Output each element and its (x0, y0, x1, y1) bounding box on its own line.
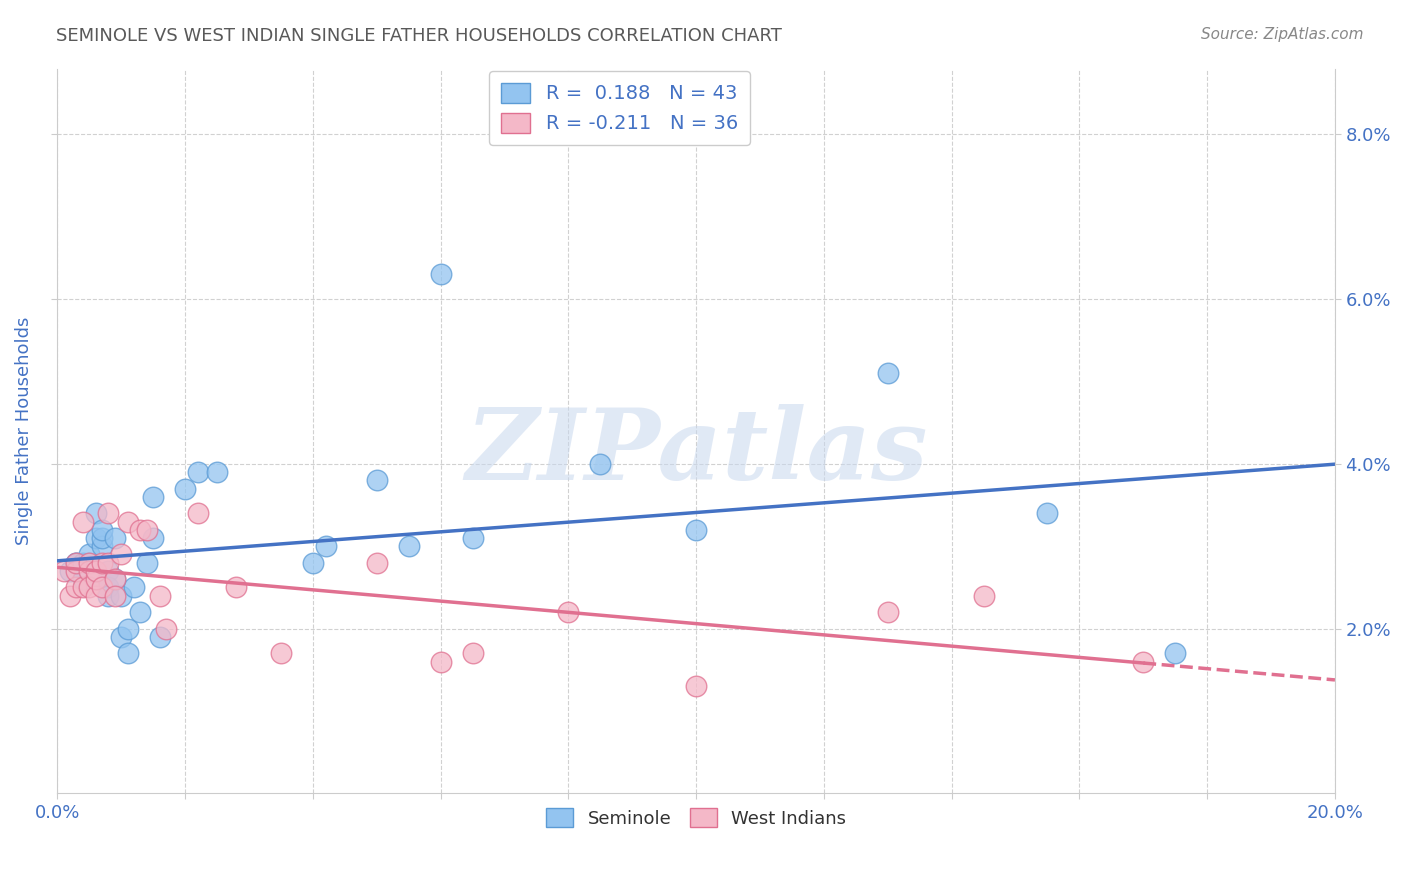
Point (110, 548, 132, 562)
Point (104, 589, 127, 603)
Point (589, 457, 612, 471)
Point (148, 589, 170, 603)
Point (429, 268, 451, 282)
Point (84, 564, 107, 578)
Point (398, 539, 420, 553)
Point (65, 556, 87, 570)
Point (142, 531, 165, 545)
Point (302, 556, 325, 570)
Point (91, 556, 114, 570)
Point (429, 655, 451, 669)
Point (77, 564, 100, 578)
Point (72, 515, 94, 529)
Point (97, 589, 120, 603)
Point (52, 564, 75, 578)
Point (315, 539, 337, 553)
Point (65, 556, 87, 570)
Legend: Seminole, West Indians: Seminole, West Indians (538, 801, 853, 835)
Point (461, 646, 484, 660)
Point (72, 581, 94, 595)
Point (117, 646, 139, 660)
Point (84, 572, 107, 586)
Point (65, 556, 87, 570)
Point (84, 531, 107, 545)
Point (91, 539, 114, 553)
Point (973, 589, 995, 603)
Point (77, 548, 100, 562)
Text: SEMINOLE VS WEST INDIAN SINGLE FATHER HOUSEHOLDS CORRELATION CHART: SEMINOLE VS WEST INDIAN SINGLE FATHER HO… (56, 27, 782, 45)
Point (685, 523, 707, 537)
Point (174, 482, 197, 496)
Y-axis label: Single Father Households: Single Father Households (15, 317, 32, 545)
Point (97, 581, 120, 595)
Point (65, 564, 87, 578)
Point (129, 605, 152, 619)
Point (84, 572, 107, 586)
Point (72, 556, 94, 570)
Point (77, 581, 100, 595)
Point (97, 506, 120, 520)
Point (91, 523, 114, 537)
Point (72, 572, 94, 586)
Point (1036, 506, 1059, 520)
Point (142, 490, 165, 504)
Point (155, 622, 177, 636)
Point (84, 589, 107, 603)
Point (135, 556, 157, 570)
Point (225, 581, 247, 595)
Point (461, 531, 484, 545)
Point (135, 523, 157, 537)
Point (77, 556, 100, 570)
Point (205, 465, 228, 479)
Point (685, 679, 707, 693)
Point (77, 564, 100, 578)
Text: ZIPatlas: ZIPatlas (465, 404, 928, 501)
Point (104, 572, 127, 586)
Point (117, 622, 139, 636)
Point (117, 515, 139, 529)
Point (65, 581, 87, 595)
Point (148, 630, 170, 644)
Point (557, 605, 579, 619)
Point (366, 474, 388, 488)
Point (122, 581, 145, 595)
Point (129, 523, 152, 537)
Point (97, 556, 120, 570)
Point (104, 531, 127, 545)
Point (876, 605, 898, 619)
Point (876, 366, 898, 380)
Point (366, 556, 388, 570)
Point (104, 572, 127, 586)
Point (77, 556, 100, 570)
Point (270, 646, 292, 660)
Point (91, 581, 114, 595)
Point (187, 465, 209, 479)
Point (1132, 655, 1154, 669)
Point (59, 564, 82, 578)
Point (110, 589, 132, 603)
Point (97, 564, 120, 578)
Point (187, 506, 209, 520)
Point (110, 630, 132, 644)
Point (59, 589, 82, 603)
Text: Source: ZipAtlas.com: Source: ZipAtlas.com (1201, 27, 1364, 42)
Point (84, 506, 107, 520)
Point (91, 531, 114, 545)
Point (1164, 646, 1187, 660)
